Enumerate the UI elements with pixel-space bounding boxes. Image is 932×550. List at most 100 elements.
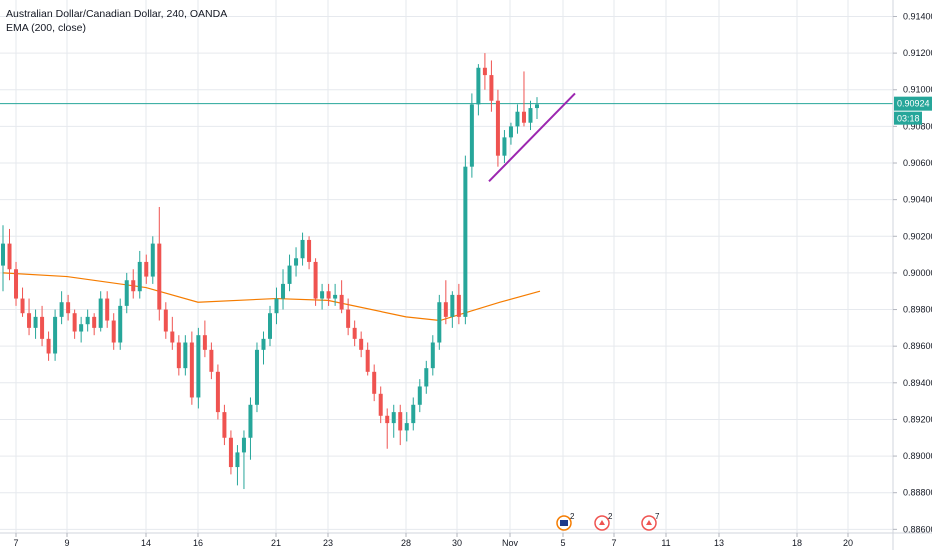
x-tick-label: 14 (141, 538, 151, 548)
candle (118, 298, 123, 350)
candle (268, 305, 272, 347)
candle (150, 236, 155, 284)
alert-icon (599, 520, 605, 525)
candle-body (495, 100, 500, 156)
candle-body (515, 111, 520, 127)
candle (521, 71, 526, 127)
candle-body (424, 368, 429, 387)
candle-body (1, 243, 5, 266)
candle-body (430, 342, 435, 369)
candle (372, 364, 377, 402)
au-flag-event-icon[interactable]: 2 (556, 512, 575, 531)
chart-legend: Australian Dollar/Canadian Dollar, 240, … (6, 7, 227, 35)
candle-body (463, 166, 468, 317)
candle (391, 404, 396, 438)
x-tick-label: 30 (452, 538, 462, 548)
candle-body (98, 298, 103, 328)
x-tick-label: 5 (560, 538, 565, 548)
candle-body (391, 412, 396, 424)
trendline[interactable] (488, 92, 576, 183)
candle (241, 430, 246, 490)
candle (228, 430, 233, 475)
candle (79, 316, 84, 343)
candle (313, 258, 318, 306)
candle (66, 294, 71, 321)
candle-body (14, 269, 19, 299)
candle-body (105, 298, 110, 321)
symbol-title[interactable]: Australian Dollar/Canadian Dollar, 240, … (6, 8, 228, 20)
candle-body (248, 404, 253, 438)
candle-body (378, 393, 383, 416)
candle-body (118, 305, 123, 343)
candle-body (482, 67, 487, 76)
candle (170, 316, 175, 350)
event-count: 2 (570, 512, 575, 521)
candle (443, 280, 448, 325)
candle-body (268, 313, 272, 339)
candle (535, 97, 539, 120)
candle (254, 342, 259, 413)
candle (359, 331, 364, 358)
candle (189, 331, 194, 405)
candle-body (241, 437, 246, 453)
candle-body (528, 108, 533, 123)
candle (430, 335, 435, 376)
candle-body (79, 324, 84, 332)
event-marker-icon[interactable]: 7 (641, 512, 660, 531)
event-count: 7 (655, 512, 660, 521)
candle-body (144, 261, 149, 277)
candle-body (157, 243, 162, 310)
candle-body (66, 302, 71, 314)
candle (137, 250, 142, 299)
candle (300, 232, 305, 266)
candle (131, 269, 136, 299)
x-tick-label: 13 (714, 538, 724, 548)
candle-body (437, 302, 442, 343)
x-tick-label: 28 (401, 538, 411, 548)
candle-body (72, 313, 77, 332)
purple-trendline[interactable] (488, 92, 576, 183)
candle-body (131, 280, 136, 292)
candle-body (254, 349, 259, 405)
candle (144, 254, 149, 284)
event-marker-icon[interactable]: 2 (594, 512, 613, 531)
candle (98, 291, 103, 332)
candle (326, 283, 331, 306)
candle-body (176, 342, 181, 369)
candle-body (7, 243, 12, 270)
time-axis[interactable]: 7 9 14 16 21 23 28 30 Nov 5 7 11 13 18 20 (0, 532, 932, 548)
candle-body (372, 371, 377, 394)
candle (14, 261, 19, 306)
candle-body (281, 283, 286, 299)
candle-body (352, 327, 357, 339)
candle-body (27, 313, 32, 328)
candle (27, 298, 32, 336)
candle-body (300, 239, 305, 259)
candle-body (40, 316, 45, 339)
candle (176, 335, 181, 376)
candle-body (346, 309, 351, 328)
indicator-label[interactable]: EMA (200, close) (6, 22, 86, 34)
candle-body (339, 294, 344, 310)
event-markers[interactable]: 2 2 7 (556, 512, 660, 531)
candle-body (320, 291, 325, 299)
candle-body (476, 67, 481, 105)
candle (437, 294, 442, 350)
candle (7, 228, 12, 281)
candle-body (307, 239, 312, 262)
candle-body (274, 298, 279, 314)
candle-body (398, 412, 403, 431)
x-tick-label: 9 (64, 538, 69, 548)
candle-body (85, 316, 90, 325)
x-tick-label: Nov (502, 538, 519, 548)
ema-line (2, 272, 541, 322)
candle-body (489, 75, 494, 101)
candle (307, 236, 312, 270)
